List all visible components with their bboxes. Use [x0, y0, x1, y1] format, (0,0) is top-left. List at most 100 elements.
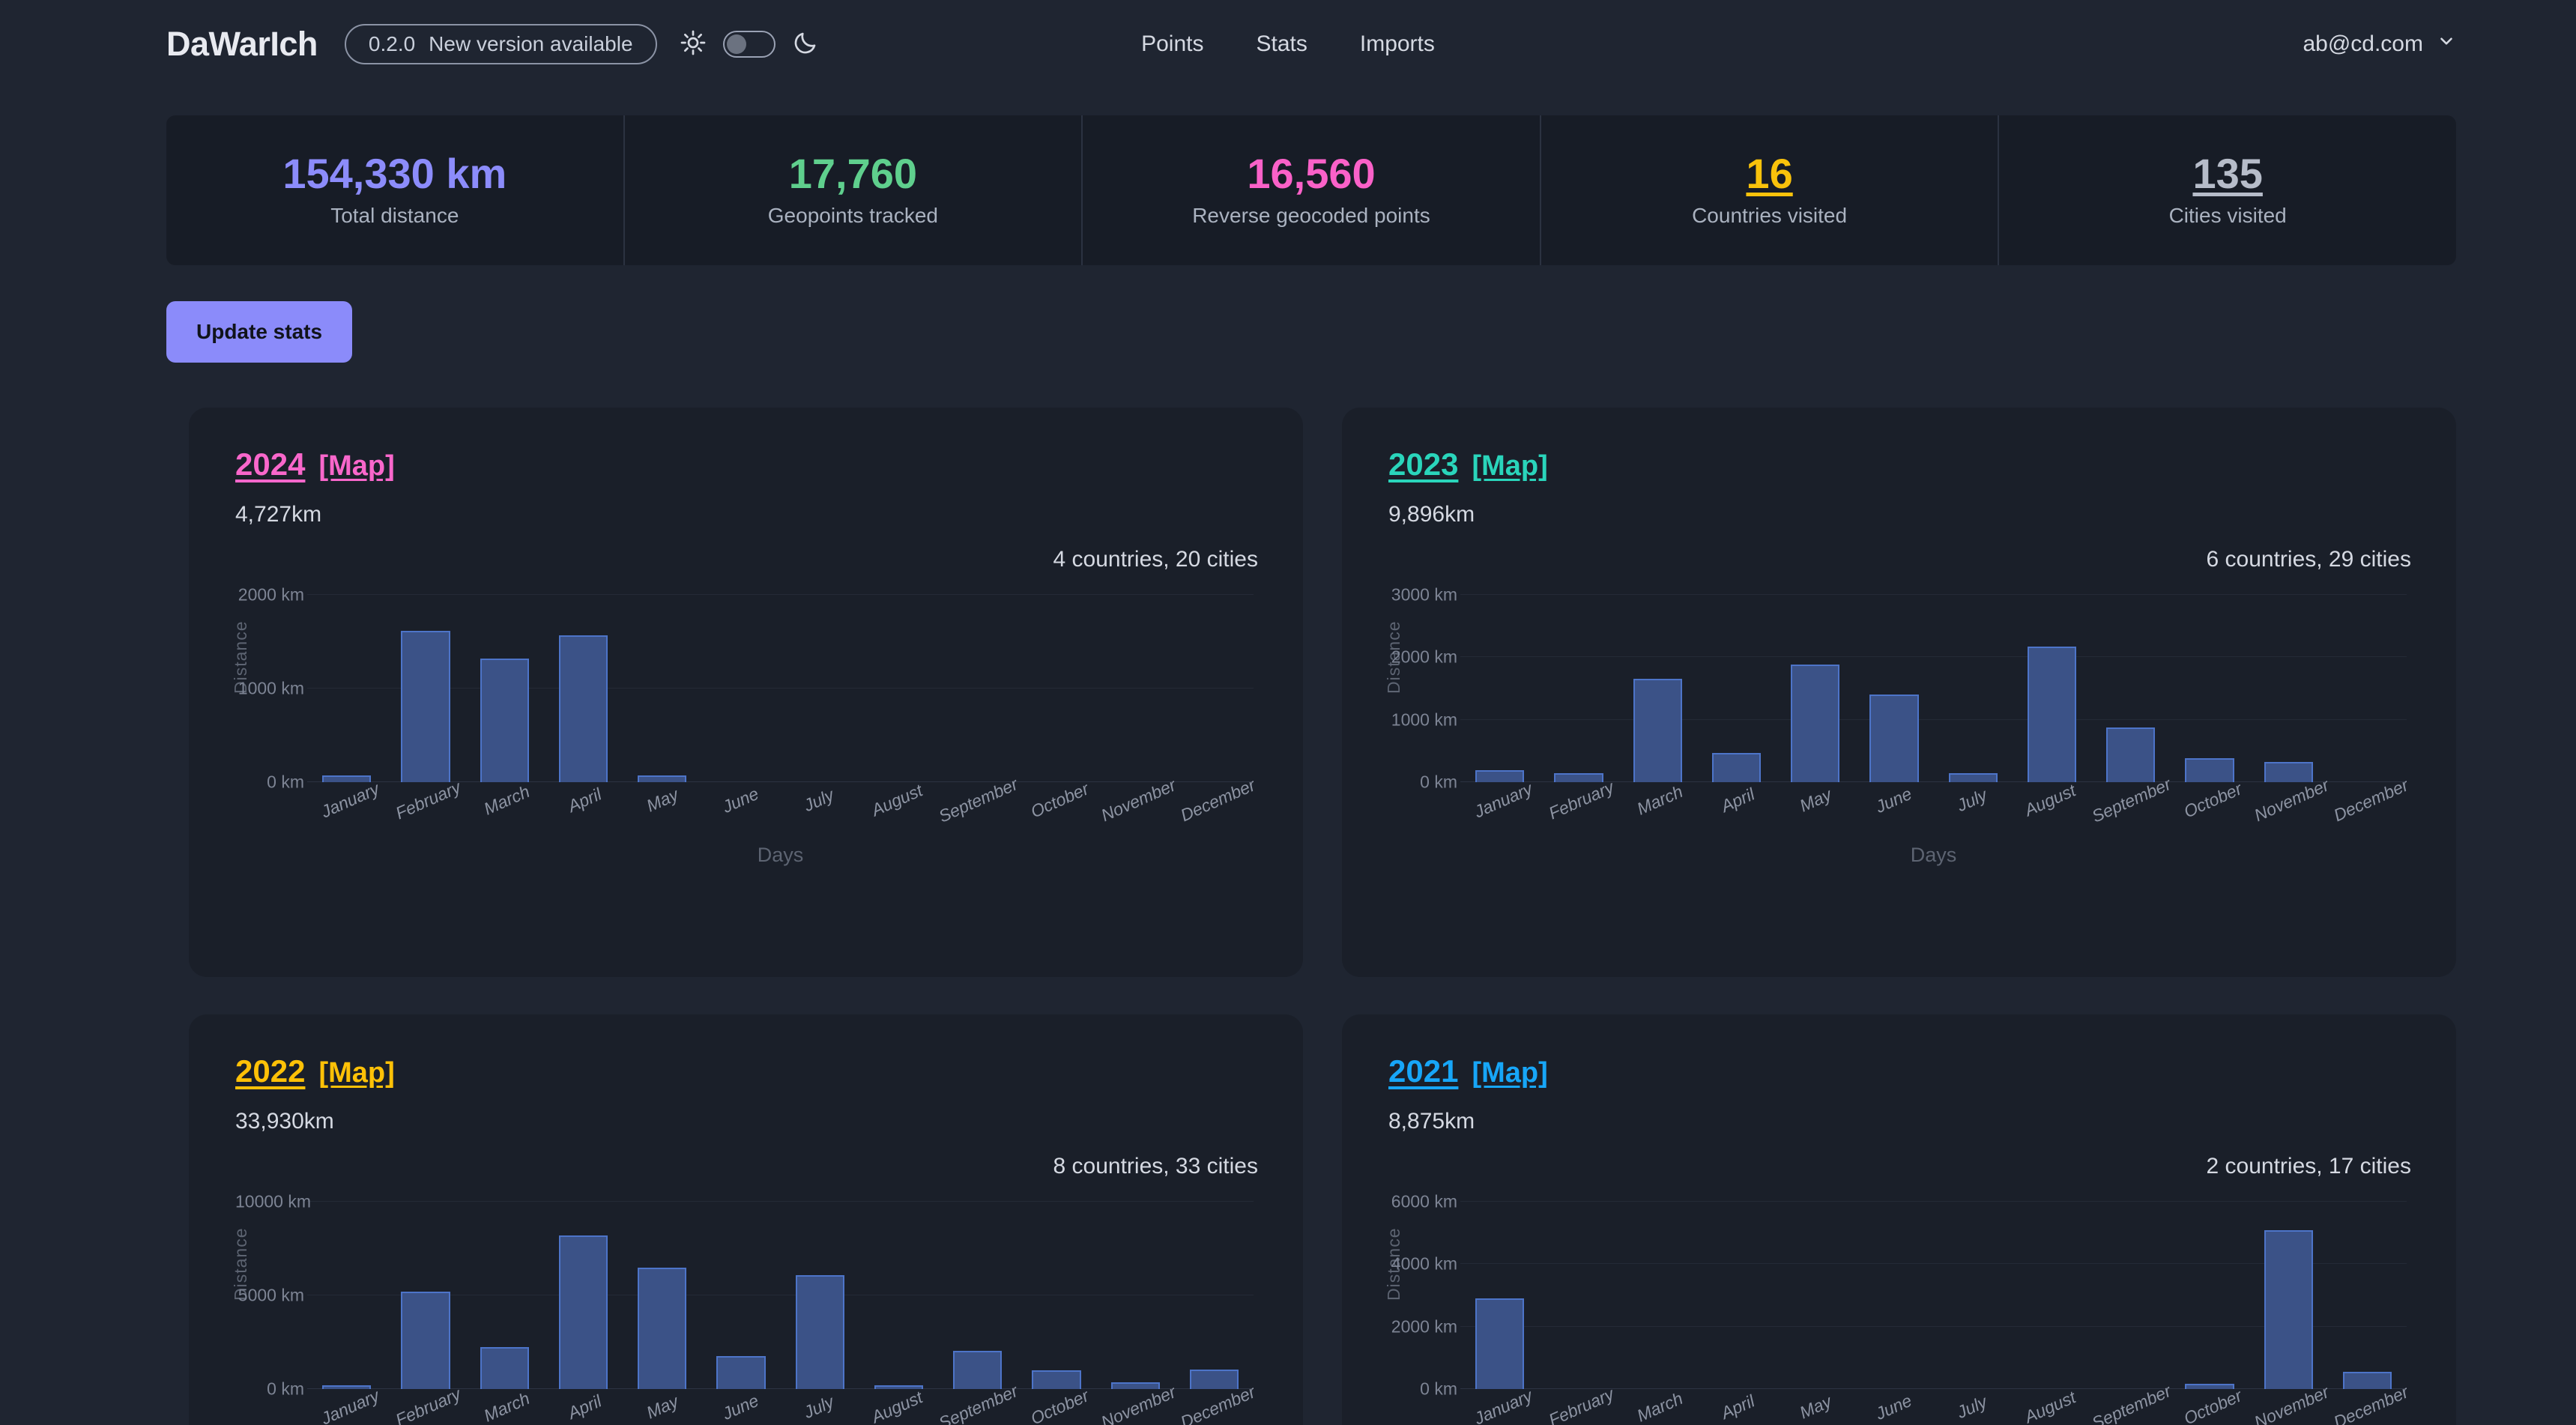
chart-bar[interactable] [2106, 727, 2156, 782]
chart-x-label-slot: October [2170, 1385, 2248, 1425]
stat-value-link[interactable]: 135 [2192, 150, 2263, 197]
chart-bar-slot [2170, 595, 2249, 782]
chart-x-label-slot: June [698, 784, 775, 817]
version-number: 0.2.0 [368, 32, 416, 55]
chart-x-tick-label: May [1797, 1391, 1835, 1423]
stat-label: Countries visited [1692, 204, 1848, 227]
chart-bar-slot [2091, 1202, 2170, 1389]
chart-bar[interactable] [322, 775, 372, 782]
chart-bar-slot [1934, 1202, 2013, 1389]
card-year-link[interactable]: 2021 [1388, 1053, 1459, 1089]
chart-bar-slot [1854, 595, 1933, 782]
chart-bar[interactable] [401, 630, 450, 782]
card-map-link[interactable]: [Map] [1472, 450, 1548, 482]
nav-link-imports[interactable]: Imports [1359, 31, 1435, 56]
chart-bar[interactable] [953, 1350, 1003, 1389]
chart-bar[interactable] [558, 1235, 608, 1389]
chart-bar[interactable] [638, 1267, 687, 1389]
chart-bar[interactable] [1633, 678, 1682, 782]
chart-x-tick-label: March [480, 781, 533, 819]
chart-gridline [307, 1201, 1254, 1202]
card-map-link[interactable]: [Map] [318, 1057, 395, 1089]
chart-bars [1460, 595, 2407, 782]
chart-bar-slot [1460, 1202, 1539, 1389]
chart-x-label-slot: February [1538, 1384, 1617, 1425]
chart-y-tick-label: 3000 km [1391, 584, 1457, 605]
theme-switcher[interactable] [680, 29, 819, 60]
chart-bar[interactable] [2264, 762, 2313, 782]
chart-x-label-slot: September [932, 774, 1021, 826]
chart-bar[interactable] [2342, 1372, 2392, 1389]
card-year-link[interactable]: 2022 [235, 1053, 306, 1089]
chart-gridline [307, 594, 1254, 595]
chart-y-tick-label: 1000 km [238, 678, 304, 698]
card-map-link[interactable]: [Map] [318, 450, 395, 482]
stat-label: Total distance [330, 204, 459, 227]
chart-x-label-slot: April [542, 784, 620, 816]
chart-y-tick-label: 10000 km [235, 1191, 312, 1211]
chart-x-tick-label: August [868, 780, 926, 820]
chart-bar[interactable] [1110, 1382, 1160, 1389]
chart-bars [1460, 1202, 2407, 1389]
chart-bar[interactable] [2185, 1383, 2234, 1389]
chart-bar-slot [1697, 595, 1776, 782]
year-card-2023: 2023 [Map] 9,896km 6 countries, 29 citie… [1342, 408, 2456, 977]
chart-bar-slot [544, 595, 623, 782]
card-year-link[interactable]: 2023 [1388, 447, 1459, 482]
chart-bar[interactable] [1475, 1298, 1525, 1389]
chart-bar[interactable] [1791, 664, 1840, 782]
card-year-link[interactable]: 2024 [235, 447, 306, 482]
chart-bar[interactable] [638, 775, 687, 782]
chart-bars [307, 595, 1254, 782]
summary-stats-bar: 154,330 km Total distance 17,760 Geopoin… [166, 115, 2456, 265]
stat-label: Cities visited [2168, 204, 2287, 227]
nav-link-points[interactable]: Points [1141, 31, 1204, 56]
chart-bar[interactable] [480, 1346, 529, 1389]
card-header: 2024 [Map] [235, 447, 1258, 482]
card-geo-summary: 8 countries, 33 cities [1053, 1154, 1258, 1179]
chart-x-label-slot: February [385, 777, 464, 823]
chart-bar[interactable] [558, 635, 608, 782]
chart-bar-slot [2170, 1202, 2249, 1389]
chart-x-tick-label: October [2180, 778, 2245, 822]
chart-bar[interactable] [1554, 772, 1603, 782]
card-distance: 9,896km [1388, 502, 1475, 527]
chart-x-label-slot: May [1773, 784, 1851, 815]
app-brand[interactable]: DaWarIch [166, 25, 318, 63]
chart-bar-slot [1539, 1202, 1618, 1389]
chart-bar[interactable] [2027, 647, 2076, 782]
chart-x-tick-label: April [1717, 784, 1758, 817]
version-badge[interactable]: 0.2.0 New version available [344, 24, 657, 64]
chart-bar[interactable] [322, 1385, 372, 1389]
chart-bar[interactable] [874, 1385, 923, 1389]
chart-bar[interactable] [1948, 772, 1998, 782]
chart-bar[interactable] [480, 659, 529, 782]
chart-bar[interactable] [1711, 752, 1761, 782]
chart-bar[interactable] [795, 1274, 844, 1389]
chart-x-labels: January February March April May June July Augu… [1460, 774, 2411, 826]
card-map-link[interactable]: [Map] [1472, 1057, 1548, 1089]
chart-x-tick-label: May [644, 1391, 682, 1423]
chart-x-tick-label: March [1633, 781, 1686, 819]
chart-bar[interactable] [1475, 770, 1525, 782]
chart-x-tick-label: August [868, 1387, 926, 1425]
theme-toggle[interactable] [722, 31, 775, 58]
chart-bar[interactable] [2185, 758, 2234, 782]
chart-bar[interactable] [1189, 1369, 1239, 1389]
update-stats-button[interactable]: Update stats [166, 301, 353, 363]
chart-x-label-slot: December [2327, 1382, 2411, 1425]
card-geo-summary: 2 countries, 17 cities [2206, 1154, 2411, 1179]
chart-bar-slot [2249, 1202, 2328, 1389]
chart-plot-area: 0 km 1000 km 2000 km 3000 km [1391, 585, 2407, 792]
chart-bar[interactable] [1032, 1370, 1081, 1389]
stat-value-link[interactable]: 16 [1746, 150, 1793, 197]
chart-x-tick-label: July [1953, 1391, 1990, 1423]
chart-x-labels: January February March April May June July Augu… [307, 774, 1258, 826]
chart-bar[interactable] [716, 1356, 766, 1389]
chart-bar[interactable] [2264, 1229, 2313, 1389]
user-menu[interactable]: ab@cd.com [2303, 31, 2456, 57]
chart-bar[interactable] [401, 1292, 450, 1389]
chart-x-tick-label: June [719, 1390, 762, 1424]
nav-link-stats[interactable]: Stats [1256, 31, 1307, 56]
chart-bar[interactable] [1869, 695, 1919, 782]
